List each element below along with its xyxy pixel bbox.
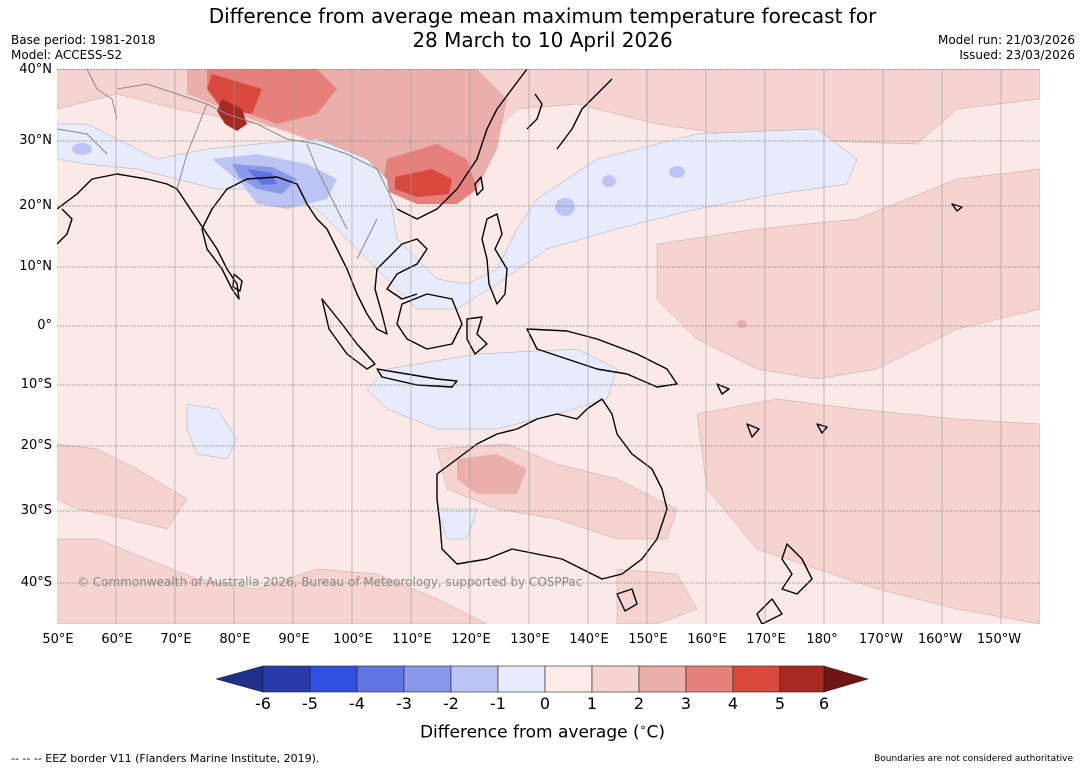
lat-label: 30°N — [19, 133, 52, 148]
colorbar-tick: -3 — [396, 694, 412, 713]
copyright-notice: © Commonwealth of Australia 2026, Bureau… — [77, 575, 583, 589]
colorbar-max-extend — [823, 665, 870, 693]
anomaly-map — [57, 69, 1040, 624]
colorbar-tick: 6 — [818, 694, 830, 713]
colorbar-tick: 3 — [680, 694, 692, 713]
title-line-1: Difference from average mean maximum tem… — [208, 4, 877, 28]
colorbar-swatch — [262, 665, 311, 693]
colorbar-tick: -5 — [302, 694, 318, 713]
lon-label: 180° — [806, 632, 838, 647]
lon-label: 90°E — [278, 632, 310, 647]
colorbar-swatch — [356, 665, 405, 693]
colorbar-swatch — [403, 665, 452, 693]
meta-right: Model run: 21/03/2026 Issued: 23/03/2026 — [938, 33, 1075, 63]
lat-label: 10°S — [20, 377, 52, 392]
lon-label: 50°E — [42, 632, 74, 647]
boundaries-note: Boundaries are not considered authoritat… — [874, 754, 1073, 764]
lat-label: 20°N — [19, 198, 52, 213]
country-borders — [57, 69, 398, 260]
lon-label: 110°E — [392, 632, 432, 647]
issued-date: Issued: 23/03/2026 — [959, 48, 1075, 62]
lon-label: 130°E — [510, 632, 550, 647]
lon-label: 160°W — [917, 632, 963, 647]
lat-label: 30°S — [20, 503, 52, 518]
lon-label: 80°E — [219, 632, 251, 647]
colorbar-swatch — [497, 665, 546, 693]
lon-label: 70°E — [160, 632, 192, 647]
meta-left: Base period: 1981-2018 Model: ACCESS-S2 — [11, 33, 156, 63]
colorbar-swatch — [732, 665, 781, 693]
model-run: Model run: 21/03/2026 — [937, 33, 1075, 47]
lat-label: 0° — [37, 318, 52, 333]
colorbar-swatch — [544, 665, 593, 693]
lon-label: 160°E — [687, 632, 727, 647]
lon-label: 120°E — [451, 632, 491, 647]
colorbar — [214, 664, 870, 698]
colorbar-tick: 1 — [586, 694, 598, 713]
lon-label: 170°E — [746, 632, 786, 647]
lon-label: 150°W — [976, 632, 1022, 647]
colorbar-swatch — [450, 665, 499, 693]
title-line-2: 28 March to 10 April 2026 — [412, 28, 673, 52]
anomaly-zones-5-6 — [217, 99, 247, 131]
colorbar-tick: -6 — [255, 694, 271, 713]
lon-label: 140°E — [569, 632, 609, 647]
colorbar-swatch — [779, 665, 825, 693]
lon-label: 170°W — [858, 632, 904, 647]
colorbar-swatch — [591, 665, 640, 693]
eez-note: -- -- -- EEZ border V11 (Flanders Marine… — [11, 752, 320, 765]
lat-label: 10°N — [19, 259, 52, 274]
lon-label: 150°E — [628, 632, 668, 647]
colorbar-tick: -4 — [349, 694, 365, 713]
colorbar-tick: 4 — [727, 694, 739, 713]
anomaly-zones-minus4-minus3 — [247, 169, 277, 185]
base-period: Base period: 1981-2018 — [11, 33, 156, 47]
colorbar-min-extend — [214, 665, 264, 693]
colorbar-title-main: Difference from average ( — [419, 722, 640, 743]
lat-label: 20°S — [20, 438, 52, 453]
colorbar-title: Difference from average (∘C) — [0, 721, 1085, 743]
longitude-gridlines — [115, 69, 1002, 624]
lat-label: 40°S — [20, 575, 52, 590]
map-panel — [57, 69, 1040, 624]
coastlines — [57, 69, 963, 624]
map-title: Difference from average mean maximum tem… — [0, 4, 1085, 52]
colorbar-swatch — [309, 665, 358, 693]
colorbar-swatches — [214, 665, 870, 693]
colorbar-swatch — [685, 665, 734, 693]
latitude-gridlines — [57, 69, 1040, 584]
colorbar-tick: 2 — [633, 694, 645, 713]
colorbar-tick: -1 — [490, 694, 506, 713]
colorbar-tick: 5 — [774, 694, 786, 713]
lat-label: 40°N — [19, 62, 52, 77]
colorbar-tick: 0 — [539, 694, 551, 713]
model-name: Model: ACCESS-S2 — [11, 48, 123, 62]
colorbar-tick: -2 — [443, 694, 459, 713]
colorbar-title-unit: C) — [646, 722, 666, 743]
colorbar-swatch — [638, 665, 687, 693]
lon-label: 100°E — [333, 632, 373, 647]
lon-label: 60°E — [101, 632, 133, 647]
degree-symbol: ∘ — [639, 721, 647, 734]
